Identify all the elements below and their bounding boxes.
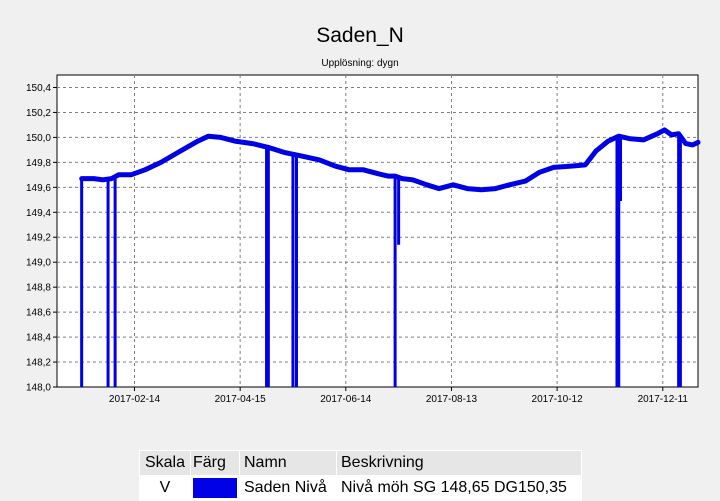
legend-header-row: Skala Färg Namn Beskrivning [139,450,582,476]
legend-scale: V [139,475,191,501]
x-tick-label: 2017-12-11 [638,394,689,405]
y-tick-label: 149,2 [26,233,51,244]
x-tick-label: 2017-02-14 [109,394,161,405]
x-tick-label: 2017-06-14 [320,394,372,405]
chart-title: Saden_N [316,24,404,47]
y-tick-label: 149,8 [26,158,51,169]
y-tick-label: 148,2 [26,358,51,369]
legend-row[interactable]: V Saden Nivå Nivå möh SG 148,65 DG150,35 [139,475,582,501]
y-tick-label: 148,8 [26,283,51,294]
y-tick-label: 150,0 [26,133,51,144]
y-tick-label: 149,6 [26,183,51,194]
y-tick-label: 148,6 [26,308,51,319]
series-line [79,127,701,193]
y-tick-label: 150,2 [26,108,51,119]
plot-area [56,74,699,388]
legend-header-name: Namn [239,450,337,476]
x-tick-label: 2017-08-13 [426,394,478,405]
legend-color-cell [190,475,240,501]
chart: Saden_N Upplösning: dygn 148,0 148,2 148,4… [26,24,701,405]
y-tick-label: 149,0 [26,258,51,269]
legend-description: Nivå möh SG 148,65 DG150,35 [336,475,582,501]
x-axis: 2017-02-14 2017-04-15 2017-06-14 2017-08-13… [109,387,689,405]
y-tick-label: 149,4 [26,208,51,219]
legend-header-description: Beskrivning [336,450,582,476]
y-tick-label: 148,4 [26,333,51,344]
y-tick-label: 150,4 [26,83,51,94]
legend-header-scale: Skala [139,450,191,476]
grid [57,75,698,387]
legend-header-color: Färg [190,450,240,476]
y-axis: 148,0 148,2 148,4 148,6 148,8 149,0 149,2 149,4… [26,83,57,394]
legend-name: Saden Nivå [239,475,337,501]
x-tick-label: 2017-10-12 [532,394,584,405]
legend-table: Skala Färg Namn Beskrivning V Saden Nivå… [139,450,582,501]
y-tick-label: 148,0 [26,383,51,394]
x-tick-label: 2017-04-15 [215,394,267,405]
chart-subtitle: Upplösning: dygn [321,58,398,69]
legend-color-swatch[interactable] [193,478,237,498]
series-saden-niva [79,127,701,387]
